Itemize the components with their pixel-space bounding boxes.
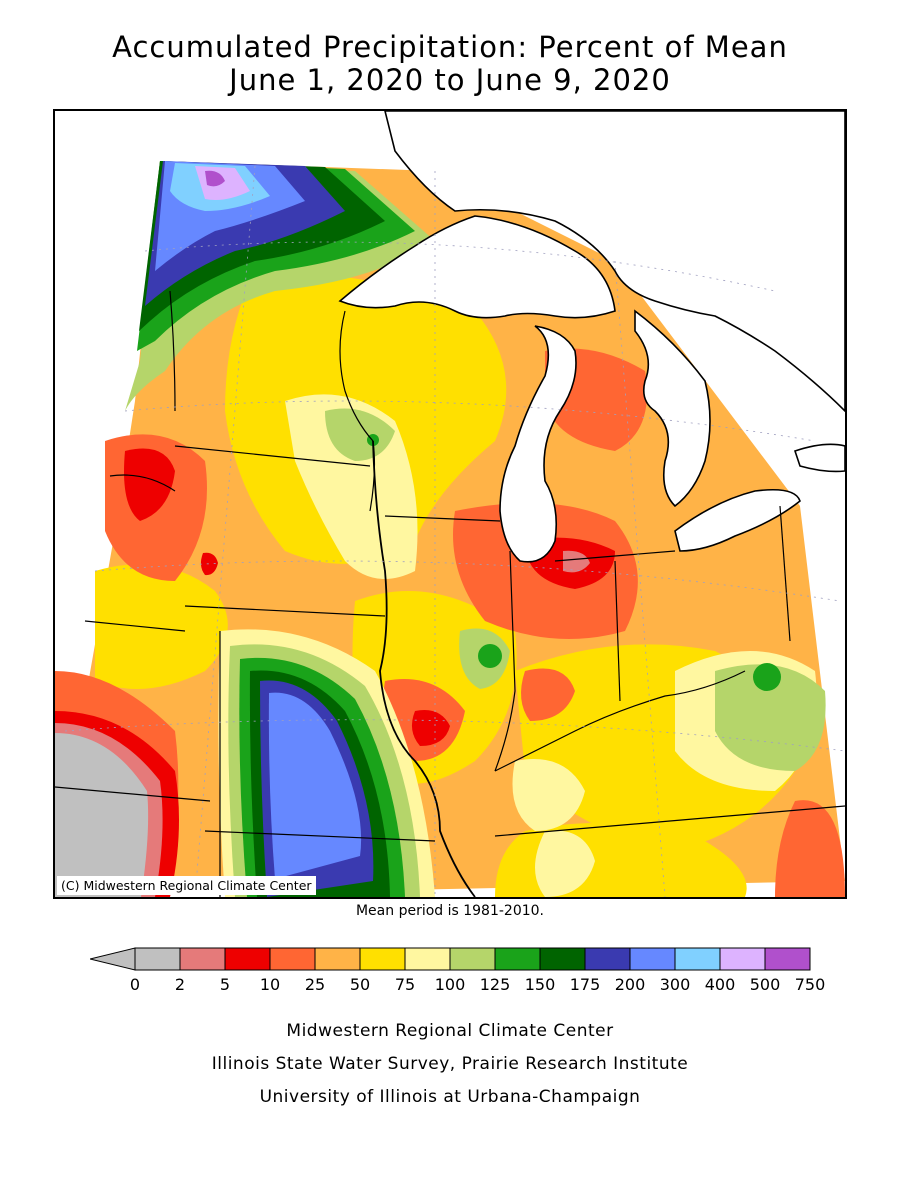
legend-tick-label: 500 (750, 975, 781, 994)
legend-tick-label: 200 (615, 975, 646, 994)
border-il-in (494, 550, 516, 772)
legend-tick-label: 0 (130, 975, 140, 994)
legend-tick-label: 300 (660, 975, 691, 994)
legend-swatch (314, 947, 361, 971)
grid-line (614, 260, 666, 897)
legend-swatch (269, 947, 316, 971)
zone-ltyellow-tn (535, 830, 595, 897)
mississippi-river (372, 440, 476, 897)
legend-swatch (584, 947, 631, 971)
border-ne-ks (84, 620, 186, 632)
map-date-range: June 1, 2020 to June 9, 2020 (229, 63, 671, 97)
legend-swatch (404, 947, 451, 971)
legend-swatch (719, 947, 766, 971)
zone-gray-sw (55, 733, 149, 897)
legend-tick-label: 100 (435, 975, 466, 994)
border-mn-nd (169, 290, 176, 412)
lake-huron (634, 309, 711, 508)
border-ia-north (174, 445, 371, 467)
lake-erie (674, 488, 801, 552)
legend-tick-label: 175 (570, 975, 601, 994)
legend-swatch (179, 947, 226, 971)
legend-tick-label: 25 (305, 975, 325, 994)
zone-green-oh (753, 663, 781, 691)
border-mo-ar (204, 830, 436, 842)
legend-swatch (494, 947, 541, 971)
legend-swatch (539, 947, 586, 971)
border-mi-oh (554, 550, 676, 562)
zone-yellow-west (95, 564, 228, 689)
state-boundaries (55, 290, 845, 897)
legend-swatches (90, 947, 811, 971)
border-oh-pa (779, 505, 791, 642)
footer-university: University of Illinois at Urbana-Champai… (259, 1087, 641, 1107)
legend-tick-label: 750 (795, 975, 826, 994)
legend-tick-label: 5 (220, 975, 230, 994)
latlon-grid (64, 165, 845, 897)
map-title: Accumulated Precipitation: Percent of Me… (112, 30, 788, 64)
legend-swatch (359, 947, 406, 971)
zone-ltyellow-ky (512, 759, 585, 831)
zone-ltgreen-wi (325, 408, 395, 461)
legend-arrow (90, 947, 136, 971)
zone-red-il (411, 710, 450, 746)
border-ia-mo (184, 605, 386, 617)
legend-tick-label: 150 (525, 975, 556, 994)
border-ky-tn (494, 805, 845, 837)
lake-ontario (793, 443, 845, 473)
border-wi-il (384, 515, 501, 522)
legend-swatch (449, 947, 496, 971)
mean-period-note: Mean period is 1981-2010. (355, 903, 545, 919)
border-ok-ks (55, 786, 211, 802)
zone-purple-n (205, 170, 225, 187)
border-sd-ne (109, 474, 176, 492)
legend-tick-label: 125 (480, 975, 511, 994)
legend-swatch (764, 947, 811, 971)
zone-red-ia (200, 552, 218, 576)
legend-tick-labels: 0 2 5 10 25 50 75 100 125 150 175 200 300 400 500 750 (130, 975, 825, 994)
legend-tick-label: 2 (175, 975, 185, 994)
lake-superior (338, 215, 616, 319)
zone-red-nw (124, 448, 175, 521)
zone-blue-mo (268, 692, 362, 879)
legend-swatch (674, 947, 721, 971)
legend-swatch (134, 947, 181, 971)
legend-swatch (629, 947, 676, 971)
zone-dkorange-se (775, 800, 845, 897)
zone-green-in (478, 644, 502, 668)
legend-tick-label: 75 (395, 975, 415, 994)
footer-org: Midwestern Regional Climate Center (286, 1021, 614, 1041)
legend-swatch (224, 947, 271, 971)
map-credit: (C) Midwestern Regional Climate Center (57, 876, 316, 895)
footer-survey: Illinois State Water Survey, Prairie Res… (211, 1054, 689, 1074)
ohio-river (494, 670, 746, 772)
legend-tick-label: 400 (705, 975, 736, 994)
border-in-oh (614, 560, 621, 702)
zone-dkorange-in (521, 668, 575, 721)
lake-michigan (499, 325, 577, 563)
zone-ltgreen-oh (715, 664, 826, 771)
legend-tick-label: 10 (260, 975, 280, 994)
color-legend: 0 2 5 10 25 50 75 100 125 150 175 200 300 400 500 750 (90, 947, 825, 994)
precipitation-map: (C) Midwestern Regional Climate Center (53, 109, 847, 899)
map-canvas (55, 111, 845, 897)
legend-tick-label: 50 (350, 975, 370, 994)
zone-pink-mi (563, 550, 590, 573)
